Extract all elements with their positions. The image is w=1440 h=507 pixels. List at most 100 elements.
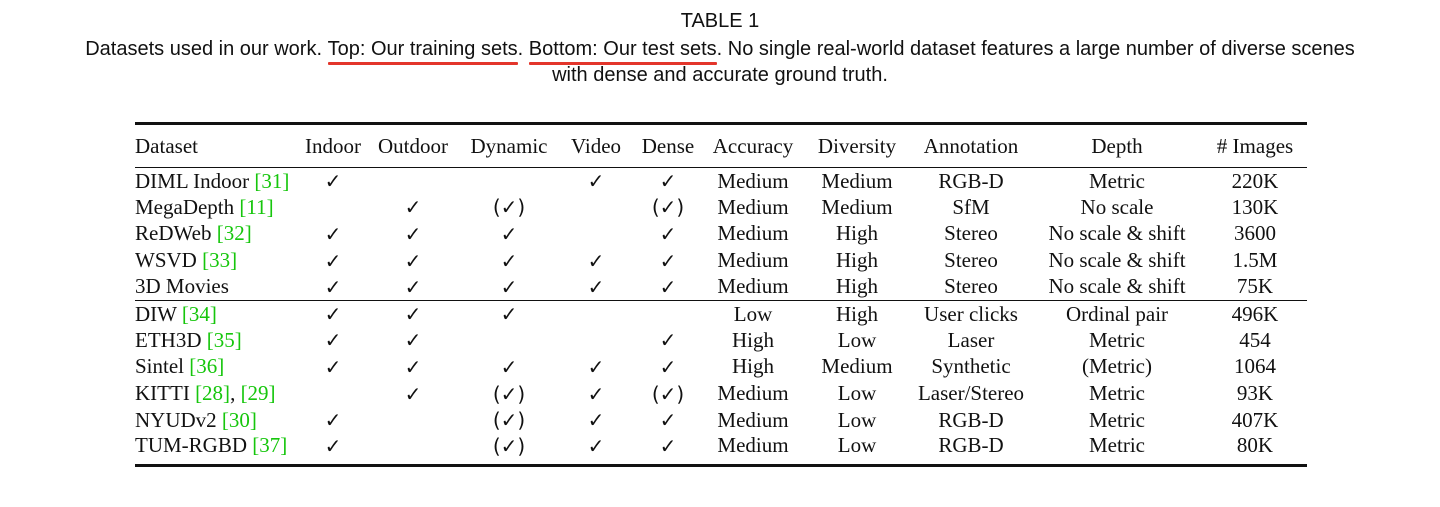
dynamic-cell: ✓ <box>500 248 518 273</box>
depth-cell: Metric <box>1089 381 1145 406</box>
dense-cell: ✓ <box>659 169 677 194</box>
table-row: WSVD [33] ✓ ✓ ✓ ✓ ✓ Medium High Stereo No scale &… <box>135 247 1307 274</box>
dense-cell: ✓ <box>633 433 703 468</box>
citation-link[interactable]: [32] <box>216 221 252 246</box>
depth-cell: Metric <box>1089 168 1145 193</box>
dense-cell <box>633 299 703 328</box>
caption-highlight-top: Top: Our training sets <box>327 38 518 65</box>
citation-link[interactable]: [37] <box>252 433 288 458</box>
depth-cell: No scale & shift <box>1048 274 1186 299</box>
diversity-cell: Low <box>803 433 911 468</box>
video-cell <box>559 327 633 354</box>
citation-link[interactable]: [33] <box>202 248 238 273</box>
accuracy-cell: Medium <box>717 194 789 219</box>
dataset-name: KITTI <box>135 381 196 406</box>
accuracy-cell: Low <box>703 299 803 328</box>
outdoor-cell: ✓ <box>404 328 422 353</box>
dataset-name-cell: KITTI [28], [29] <box>135 380 299 407</box>
citation-link[interactable]: [30] <box>221 407 257 432</box>
column-header-images: # Images <box>1203 122 1307 168</box>
caption-highlight-bottom: Bottom: Our test sets <box>528 38 717 65</box>
table-row: MegaDepth [11] ✓ (✓) (✓) Medium Medium SfM No s… <box>135 194 1307 221</box>
dataset-name: ETH3D <box>135 327 207 352</box>
column-header-indoor: Indoor <box>299 122 367 168</box>
indoor-cell: ✓ <box>324 328 342 353</box>
caption-text-rest: . No single real-world dataset features … <box>716 38 1355 60</box>
outdoor-cell: ✓ <box>404 248 422 273</box>
indoor-cell <box>299 194 367 221</box>
dataset-name-cell: MegaDepth [11] <box>135 194 299 221</box>
diversity-cell: Medium <box>821 168 893 193</box>
diversity-cell: Low <box>837 327 877 352</box>
dense-cell: ✓ <box>659 274 677 299</box>
depth-cell: Metric <box>1031 433 1203 468</box>
header-row: Dataset Indoor Outdoor Dynamic Video Dense Acc… <box>135 122 1307 168</box>
indoor-cell <box>299 380 367 407</box>
citation-link[interactable]: [31] <box>254 168 290 193</box>
citation-link[interactable]: [36] <box>189 354 225 379</box>
dynamic-cell: ✓ <box>500 221 518 246</box>
outdoor-cell <box>367 168 459 195</box>
depth-cell: No scale <box>1080 194 1154 219</box>
images-cell: 93K <box>1236 381 1274 406</box>
images-cell: 80K <box>1203 433 1307 468</box>
dataset-name-cell: WSVD [33] <box>135 247 299 274</box>
depth-cell: No scale & shift <box>1048 248 1186 273</box>
diversity-cell: High <box>803 299 911 328</box>
caption-text-separator: . <box>517 38 529 60</box>
accuracy-cell: High <box>732 327 774 352</box>
column-header-annotation: Annotation <box>911 122 1031 168</box>
depth-cell: Metric <box>1089 407 1145 432</box>
annotation-cell: Stereo <box>944 221 998 246</box>
annotation-cell: Stereo <box>944 248 998 273</box>
column-header-diversity: Diversity <box>803 122 911 168</box>
images-cell: 407K <box>1231 407 1279 432</box>
dataset-name-cell: DIW [34] <box>135 299 299 328</box>
dataset-name: 3D Movies <box>135 274 229 299</box>
dynamic-cell: (✓) <box>492 195 526 220</box>
indoor-cell: ✓ <box>324 354 342 379</box>
dynamic-cell: (✓) <box>492 408 526 433</box>
annotation-cell: RGB-D <box>938 407 1004 432</box>
dataset-name-cell: DIML Indoor [31] <box>135 168 299 195</box>
depth-cell: (Metric) <box>1082 354 1152 379</box>
accuracy-cell: Medium <box>717 274 789 299</box>
table-caption: Datasets used in our work. Top: Our trai… <box>0 36 1440 88</box>
citation-link[interactable]: [35] <box>206 327 242 352</box>
dynamic-cell <box>459 327 559 354</box>
indoor-cell: ✓ <box>299 299 367 328</box>
citation-link[interactable]: [11] <box>239 194 274 219</box>
citation-link[interactable]: [28] <box>195 381 231 406</box>
dataset-name: NYUDv2 <box>135 407 222 432</box>
indoor-cell: ✓ <box>324 248 342 273</box>
annotation-cell: RGB-D <box>911 433 1031 468</box>
accuracy-cell: Medium <box>717 168 789 193</box>
images-cell: 220K <box>1231 168 1279 193</box>
indoor-cell: ✓ <box>324 274 342 299</box>
dataset-name-cell: ReDWeb [32] <box>135 221 299 248</box>
dense-cell: ✓ <box>659 221 677 246</box>
indoor-cell: ✓ <box>324 169 342 194</box>
dynamic-cell: ✓ <box>459 299 559 328</box>
citation-link[interactable]: [29] <box>240 381 276 406</box>
accuracy-cell: Medium <box>717 407 789 432</box>
diversity-cell: Low <box>837 407 877 432</box>
table-row: KITTI [28], [29] ✓ (✓) ✓ (✓) Medium Low Laser/S… <box>135 380 1307 407</box>
table-row: Sintel [36] ✓ ✓ ✓ ✓ ✓ High Medium Synthetic (Metr… <box>135 354 1307 381</box>
table-row: DIW [34] ✓ ✓ ✓ Low High User clicks Ordinal pai… <box>135 299 1307 328</box>
caption-text-line2: with dense and accurate ground truth. <box>552 64 888 86</box>
dense-cell: (✓) <box>651 195 685 220</box>
annotation-cell: Stereo <box>944 274 998 299</box>
indoor-cell: ✓ <box>324 408 342 433</box>
annotation-cell: Laser <box>947 327 995 352</box>
dataset-name: MegaDepth <box>135 194 240 219</box>
video-cell: ✓ <box>587 381 605 406</box>
table-body: DIML Indoor [31] ✓ ✓ ✓ Medium Medium RGB-D Metr… <box>135 168 1307 468</box>
accuracy-cell: Medium <box>717 381 789 406</box>
citation-separator: , <box>230 381 241 406</box>
annotation-cell: RGB-D <box>938 168 1004 193</box>
dataset-name-cell: Sintel [36] <box>135 354 299 381</box>
table-row: 3D Movies ✓ ✓ ✓ ✓ ✓ Medium High Stereo No scale &… <box>135 274 1307 301</box>
citation-link[interactable]: [34] <box>181 301 217 326</box>
video-cell: ✓ <box>587 169 605 194</box>
